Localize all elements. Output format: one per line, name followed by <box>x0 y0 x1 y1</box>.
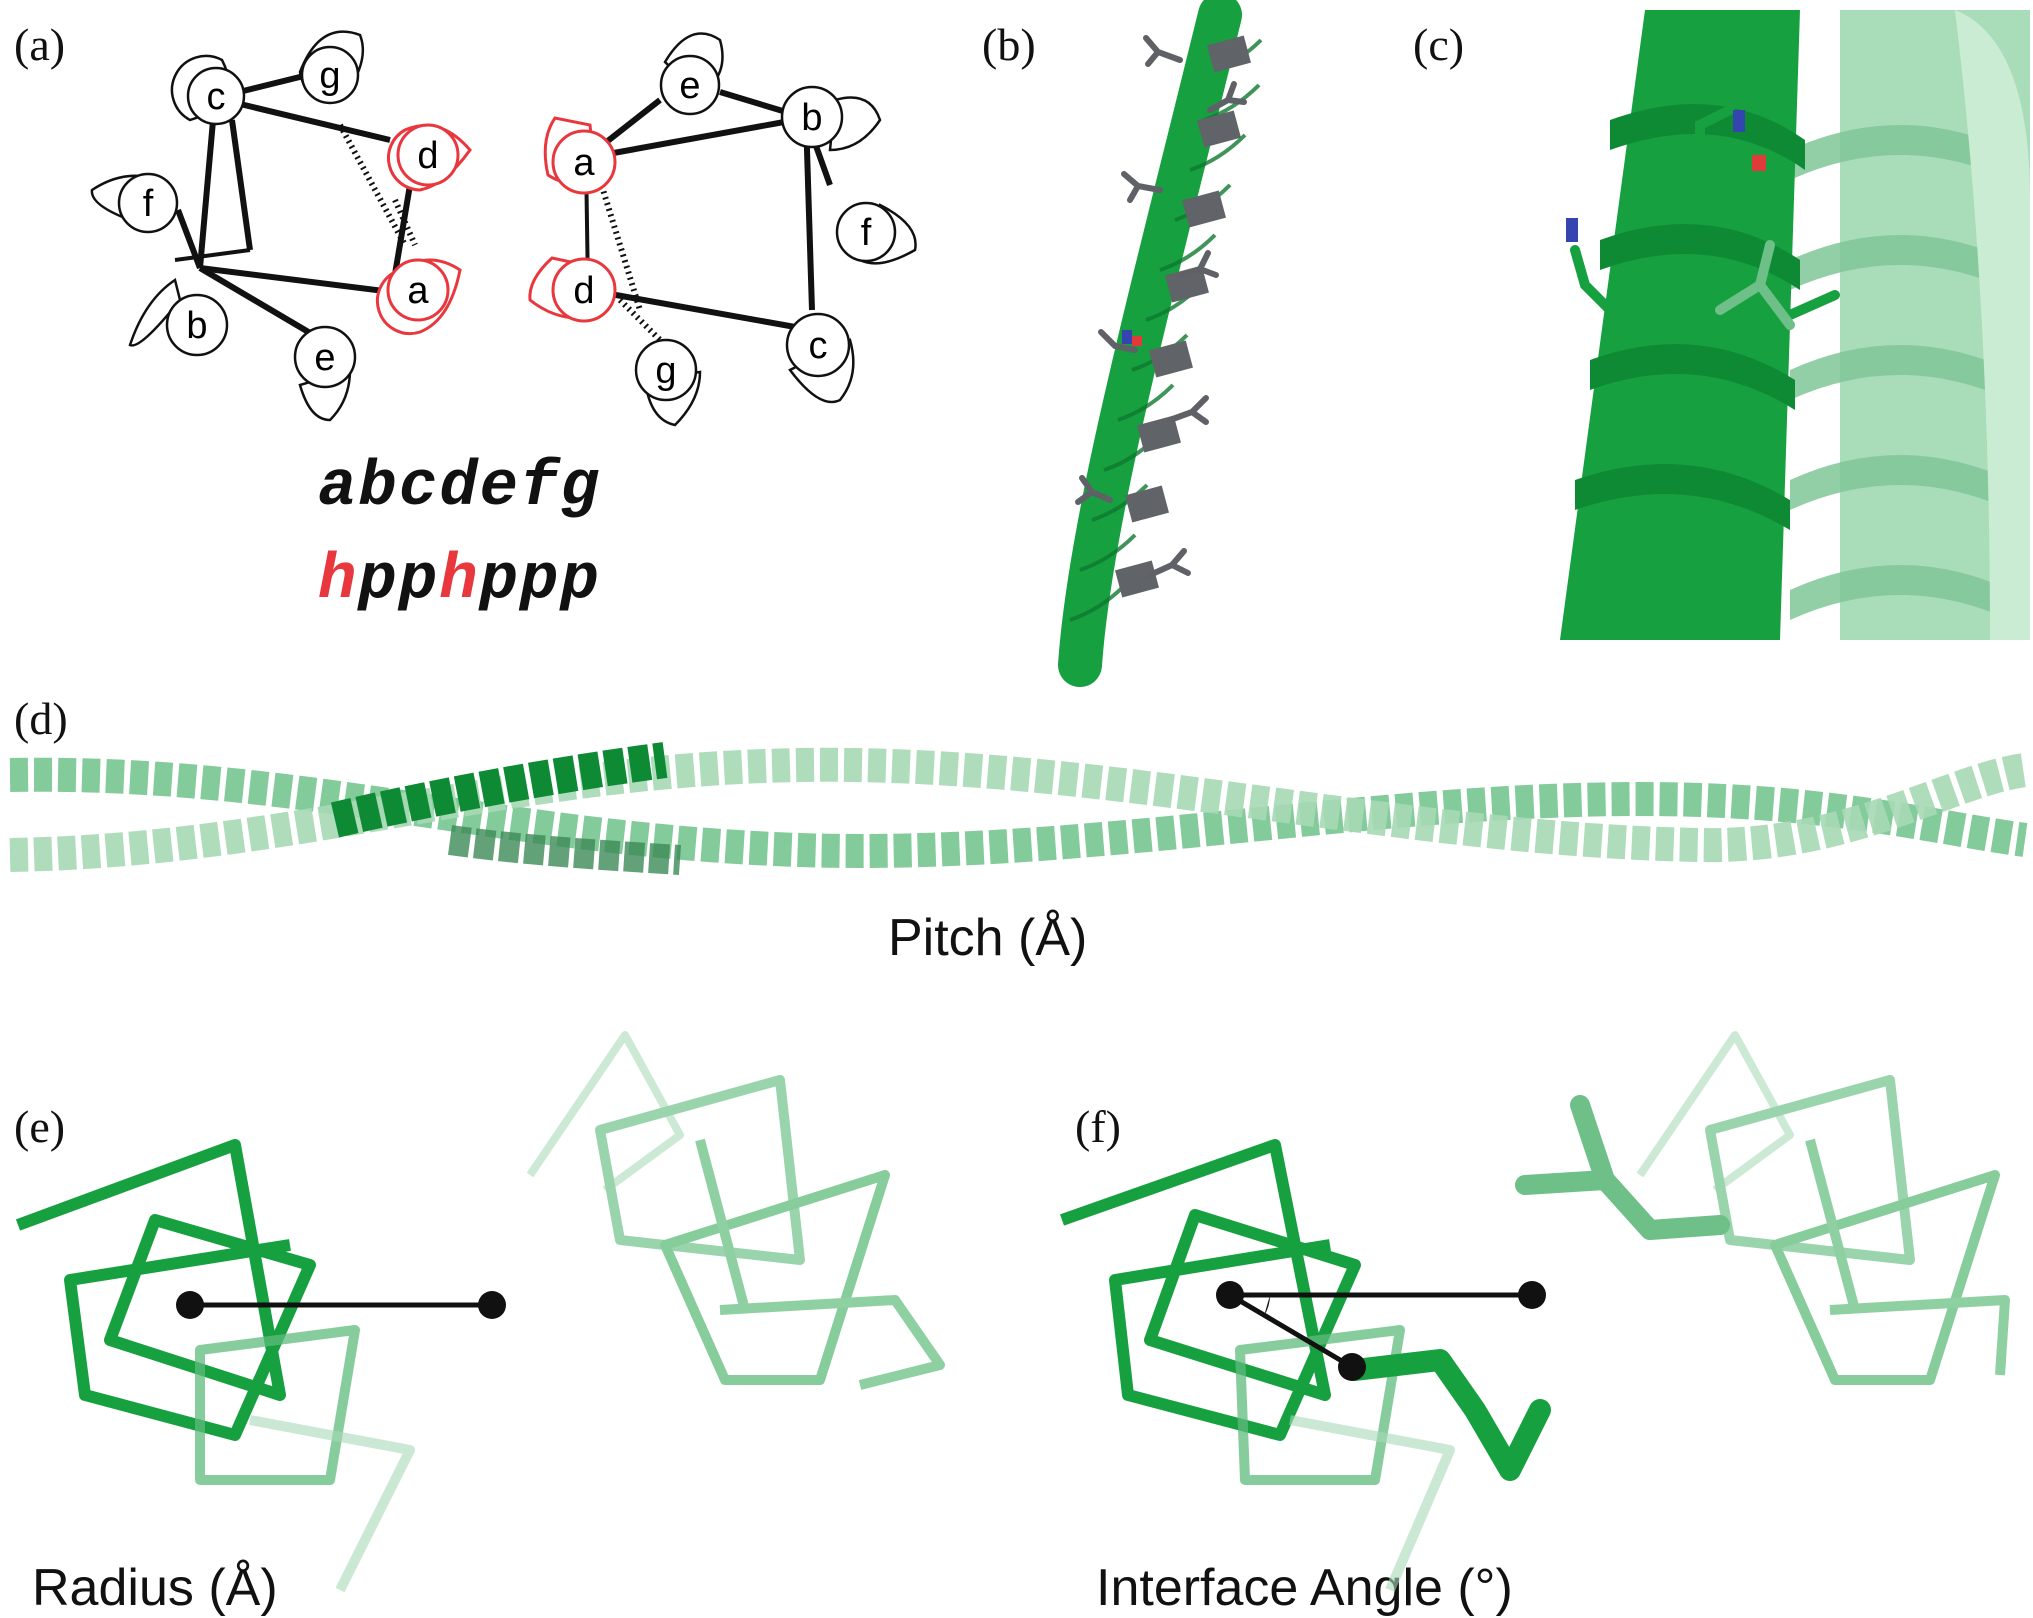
radius-point-right <box>478 1291 506 1319</box>
residue-g-right: g <box>634 338 702 427</box>
interface-point-residue <box>1338 1353 1366 1381</box>
wheel-left-label-g: g <box>319 55 340 97</box>
wheel-left-label-d: d <box>417 135 438 177</box>
oxygen-atom-c <box>1752 155 1766 171</box>
heptad-pattern: hpphppp <box>318 545 601 617</box>
interface-point-right <box>1518 1281 1546 1309</box>
oxygen-atom-b <box>1132 336 1142 346</box>
residue-e-right: e <box>659 32 724 116</box>
interface-point-vertex <box>1216 1281 1244 1309</box>
nitrogen-atom-b <box>1122 330 1132 344</box>
residue-a-left: a <box>375 258 462 336</box>
interface-angle-caption: Interface Angle (°) <box>1096 1559 1513 1617</box>
helical-wheel-right: e b a f d c g <box>528 32 917 427</box>
heptad-pattern-h2: h <box>439 545 480 617</box>
helical-wheel-left: c g d f a b e <box>90 30 472 422</box>
radius-caption: Radius (Å) <box>32 1559 278 1617</box>
panel-label-a: (a) <box>14 19 66 70</box>
radius-point-left <box>176 1291 204 1319</box>
residue-c-right: c <box>785 312 855 404</box>
side-chain-sticks <box>1075 35 1247 578</box>
residue-b-right: b <box>780 85 882 152</box>
heptad-positions: abcdefg <box>318 452 601 524</box>
wheel-right-label-c: c <box>809 325 828 367</box>
panel-label-b: (b) <box>982 19 1036 70</box>
interface-angle-line <box>1228 1292 1354 1370</box>
wheel-right-label-b: b <box>801 97 822 139</box>
residue-b-left: b <box>128 277 229 357</box>
residue-c-left: c <box>170 54 246 126</box>
dimer-closeup <box>1555 10 2033 642</box>
wheel-right-label-g: g <box>655 350 676 392</box>
wheel-left-label-e: e <box>314 337 335 379</box>
residue-g-left: g <box>298 30 365 105</box>
wheel-left-label-f: f <box>143 183 154 225</box>
wheel-right-label-f: f <box>861 212 872 254</box>
panel-label-d: (d) <box>14 693 68 744</box>
residue-e-left: e <box>293 325 357 422</box>
nitrogen-atom-c2 <box>1566 218 1578 242</box>
hydrophobic-core-segments <box>1115 35 1251 598</box>
residue-d-right: d <box>528 256 617 323</box>
residue-f-right: f <box>835 201 917 265</box>
radius-crosssection-left <box>15 1139 415 1593</box>
interface-angle-arc <box>1264 1295 1270 1316</box>
panel-label-f: (f) <box>1075 1101 1121 1152</box>
heptad-pattern-h1: h <box>318 545 359 617</box>
panel-label-e: (e) <box>14 1101 66 1152</box>
wheel-left-label-b: b <box>186 305 207 347</box>
panel-label-c: (c) <box>1413 19 1465 70</box>
wheel-right-label-e: e <box>679 65 700 107</box>
wheel-right-label-a: a <box>573 142 595 184</box>
angle-crosssection-right <box>1515 1031 2010 1385</box>
wheel-right-label-d: d <box>573 270 594 312</box>
heptad-pattern-p1: pp <box>358 545 440 617</box>
nitrogen-atom-c1 <box>1733 110 1745 132</box>
wheel-left-label-a: a <box>407 270 429 312</box>
residue-f-left: f <box>90 172 179 234</box>
pitch-caption: Pitch (Å) <box>888 909 1088 967</box>
angle-crosssection-left <box>1060 1139 1551 1592</box>
heptad-pattern-p2: ppp <box>479 545 601 617</box>
radius-crosssection-right <box>526 1031 945 1390</box>
coiled-coil-long <box>9 742 2028 875</box>
residue-a-right: a <box>543 116 617 195</box>
wheel-left-label-c: c <box>207 76 226 118</box>
residue-d-left: d <box>387 123 472 192</box>
